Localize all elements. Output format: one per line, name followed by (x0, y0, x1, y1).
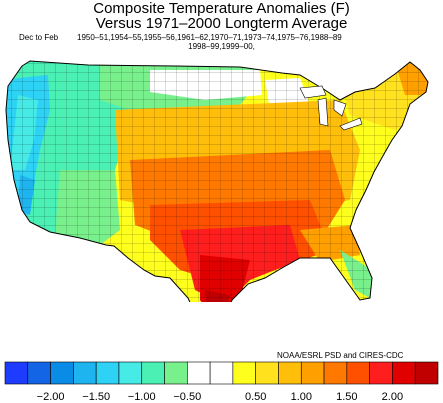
color-swatch (118, 361, 143, 385)
lake-huron (333, 99, 347, 117)
anomaly-fill (6, 61, 428, 302)
color-scale-tick-label: −1.50 (82, 391, 111, 403)
color-scale-tick-label: 0.50 (244, 391, 267, 403)
map-subtitle: Versus 1971–2000 Longterm Average (95, 15, 348, 32)
color-swatch (27, 361, 51, 385)
color-swatch (300, 361, 325, 385)
color-swatch (255, 361, 279, 385)
color-swatch (141, 361, 165, 385)
map-title: Composite Temperature Anomalies (F) (93, 0, 350, 17)
color-swatch (346, 361, 370, 385)
color-scale-tick-label: 1.50 (336, 391, 358, 403)
season-label: Dec to Feb (19, 33, 59, 42)
color-swatch (278, 361, 302, 385)
color-swatch (209, 361, 234, 385)
color-swatch (323, 361, 348, 385)
color-swatch (164, 361, 188, 385)
color-scale-tick-label: 2.00 (381, 391, 404, 403)
color-scale-tick-label: 1.00 (290, 391, 313, 403)
color-scale-tick-label: −2.00 (36, 391, 65, 403)
color-swatch (50, 361, 74, 385)
data-credit: NOAA/ESRL PSD and CIRES-CDC (277, 351, 404, 360)
years-list-line1: 1950–51,1954–55,1955–56,1961–62,1970–71,… (77, 33, 342, 42)
color-scale (4, 361, 439, 385)
color-scale-tick-label: −0.50 (173, 391, 202, 403)
lake-erie (339, 117, 363, 131)
years-list-line2: 1998–99,1999–00, (188, 42, 255, 51)
color-swatch (187, 361, 211, 385)
color-swatch (73, 361, 97, 385)
us-anomaly-map (5, 60, 429, 302)
color-swatch (414, 361, 439, 385)
lake-michigan (317, 97, 329, 127)
color-swatch (392, 361, 416, 385)
lake-superior (299, 85, 327, 99)
color-swatch (95, 361, 120, 385)
color-scale-tick-label: −1.00 (127, 391, 156, 403)
color-swatch (232, 361, 256, 385)
color-swatch (369, 361, 393, 385)
color-swatch (4, 361, 29, 385)
